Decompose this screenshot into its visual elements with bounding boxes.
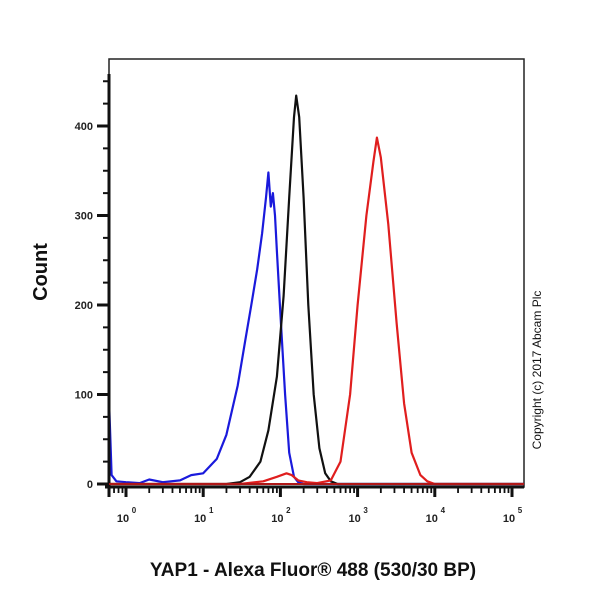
y-tick-label: 300 xyxy=(75,211,93,223)
x-tick-exponent: 1 xyxy=(209,506,214,515)
y-axis: 0 100 200 300 400 xyxy=(75,74,111,493)
series-red-line xyxy=(109,136,524,486)
x-tick-label: 10 xyxy=(503,513,515,525)
x-tick-exponent: 5 xyxy=(518,506,523,515)
x-tick-exponent: 4 xyxy=(441,506,446,515)
x-axis-title: YAP1 - Alexa Fluor® 488 (530/30 BP) xyxy=(150,560,476,581)
series-layer xyxy=(107,94,524,486)
copyright-annotation: Copyright (c) 2017 Abcam Plc xyxy=(530,291,544,450)
x-tick-label: 10 xyxy=(348,513,360,525)
y-tick-label: 400 xyxy=(75,121,93,133)
x-tick-label: 10 xyxy=(117,513,129,525)
y-tick-label: 200 xyxy=(75,300,93,312)
y-tick-label: 0 xyxy=(87,479,93,491)
x-tick-exponent: 0 xyxy=(132,506,137,515)
y-axis-title: Count xyxy=(30,243,52,301)
x-tick-label: 10 xyxy=(271,513,283,525)
x-tick-exponent: 2 xyxy=(286,506,291,515)
x-tick-label: 10 xyxy=(426,513,438,525)
series-blue-line xyxy=(107,171,524,486)
x-tick-exponent: 3 xyxy=(363,506,368,515)
x-tick-label: 10 xyxy=(194,513,206,525)
series-black-line xyxy=(109,94,524,486)
y-tick-label: 100 xyxy=(75,390,93,402)
